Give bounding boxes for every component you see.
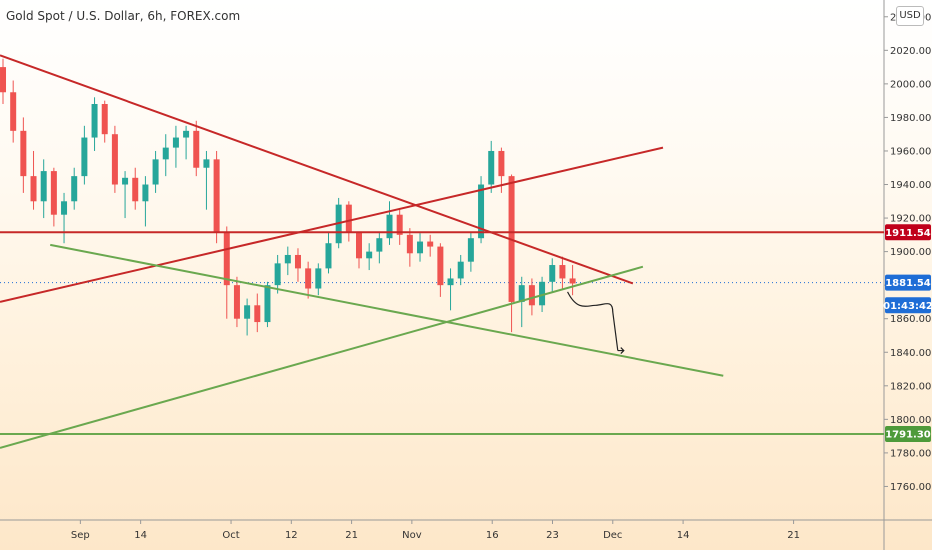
trend-line — [0, 265, 644, 449]
y-tick-label: 2020.00 — [890, 46, 931, 57]
candle-body — [294, 254, 301, 269]
y-tick-label: 1820.00 — [890, 381, 931, 392]
price-tag-label: 1881.54 — [885, 278, 931, 289]
price-tag-label: 01:43:42 — [883, 301, 932, 312]
y-tick-label: 1920.00 — [890, 214, 931, 225]
candle-body — [559, 265, 566, 279]
x-tick-label: Nov — [402, 530, 422, 541]
candle-body — [193, 130, 200, 168]
x-tick-label: 12 — [285, 530, 298, 541]
candle-body — [61, 201, 68, 215]
chart-title: Gold Spot / U.S. Dollar, 6h, FOREX.com — [6, 9, 241, 23]
price-tag — [885, 274, 931, 291]
y-tick-label: 1940.00 — [890, 180, 931, 191]
x-tick-label: 21 — [345, 530, 358, 541]
price-tag — [885, 297, 931, 314]
candle-body — [233, 285, 240, 319]
trend-line — [50, 243, 724, 377]
candle-body — [539, 281, 546, 306]
candle-body — [91, 104, 98, 138]
projection-arrow — [617, 347, 625, 355]
price-tag — [885, 425, 931, 442]
candle-body — [132, 177, 139, 202]
price-tag — [885, 224, 931, 241]
candle-body — [447, 278, 454, 286]
candle-body — [488, 150, 495, 185]
x-tick-label: Sep — [71, 530, 90, 541]
candle-body — [152, 159, 159, 185]
x-tick-label: 14 — [134, 530, 147, 541]
candle-body — [0, 67, 7, 93]
candle-body — [376, 238, 383, 252]
candle-body — [437, 246, 444, 286]
candle-body — [223, 231, 230, 286]
projection-path — [567, 291, 619, 351]
candle-body — [162, 147, 169, 160]
candle-body — [20, 130, 27, 177]
x-tick-label: Oct — [222, 530, 239, 541]
y-tick-label: 1760.00 — [890, 482, 931, 493]
x-tick-label: 21 — [787, 530, 800, 541]
candle-body — [427, 241, 434, 247]
candle-body — [315, 268, 322, 289]
trend-line — [0, 54, 634, 285]
candle-body — [264, 285, 271, 323]
candle-body — [244, 305, 251, 319]
y-tick-label: 1980.00 — [890, 113, 931, 124]
candle-body — [396, 214, 403, 235]
candle-body — [569, 278, 576, 284]
candle-body — [122, 177, 129, 185]
y-tick-label: 1800.00 — [890, 415, 931, 426]
y-tick-label: 1900.00 — [890, 247, 931, 258]
candle-body — [498, 150, 505, 177]
candle-body — [386, 214, 393, 239]
candle-body — [549, 265, 556, 282]
x-tick-label: Dec — [603, 530, 622, 541]
y-tick-label: 1780.00 — [890, 448, 931, 459]
candle-body — [284, 254, 291, 264]
y-tick-label: 1860.00 — [890, 314, 931, 325]
candle-body — [325, 243, 332, 269]
x-tick-label: 23 — [546, 530, 559, 541]
candle-body — [213, 159, 220, 232]
candle-body — [518, 285, 525, 302]
candle-body — [366, 251, 373, 259]
candle-body — [203, 159, 210, 168]
candle-body — [30, 176, 37, 202]
trend-line — [0, 146, 664, 303]
candle-body — [274, 263, 281, 286]
currency-button[interactable]: USD — [896, 6, 924, 26]
candle-body — [81, 137, 88, 177]
candle-body — [10, 92, 17, 131]
candle-body — [305, 268, 312, 289]
candle-body — [528, 285, 535, 306]
candle-body — [111, 134, 118, 185]
candle-body — [71, 176, 78, 202]
candle-body — [345, 204, 352, 232]
candle-body — [417, 241, 424, 254]
candle-body — [355, 231, 362, 259]
price-tag-label: 1791.30 — [885, 429, 931, 440]
candle-body — [50, 171, 57, 215]
candle-body — [457, 261, 464, 279]
x-tick-label: 16 — [486, 530, 499, 541]
candle-body — [254, 305, 261, 323]
candle-body — [142, 184, 149, 202]
y-tick-label: 1960.00 — [890, 146, 931, 157]
candle-body — [40, 171, 47, 202]
price-tag-label: 1911.54 — [885, 228, 931, 239]
candle-body — [101, 104, 108, 135]
candle-body — [467, 238, 474, 262]
x-tick-label: 14 — [677, 530, 690, 541]
candle-body — [172, 137, 179, 148]
candle-body — [478, 184, 485, 239]
candle-body — [183, 130, 190, 138]
candle-body — [406, 234, 413, 254]
y-tick-label: 2000.00 — [890, 79, 931, 90]
y-tick-label: 1840.00 — [890, 348, 931, 359]
